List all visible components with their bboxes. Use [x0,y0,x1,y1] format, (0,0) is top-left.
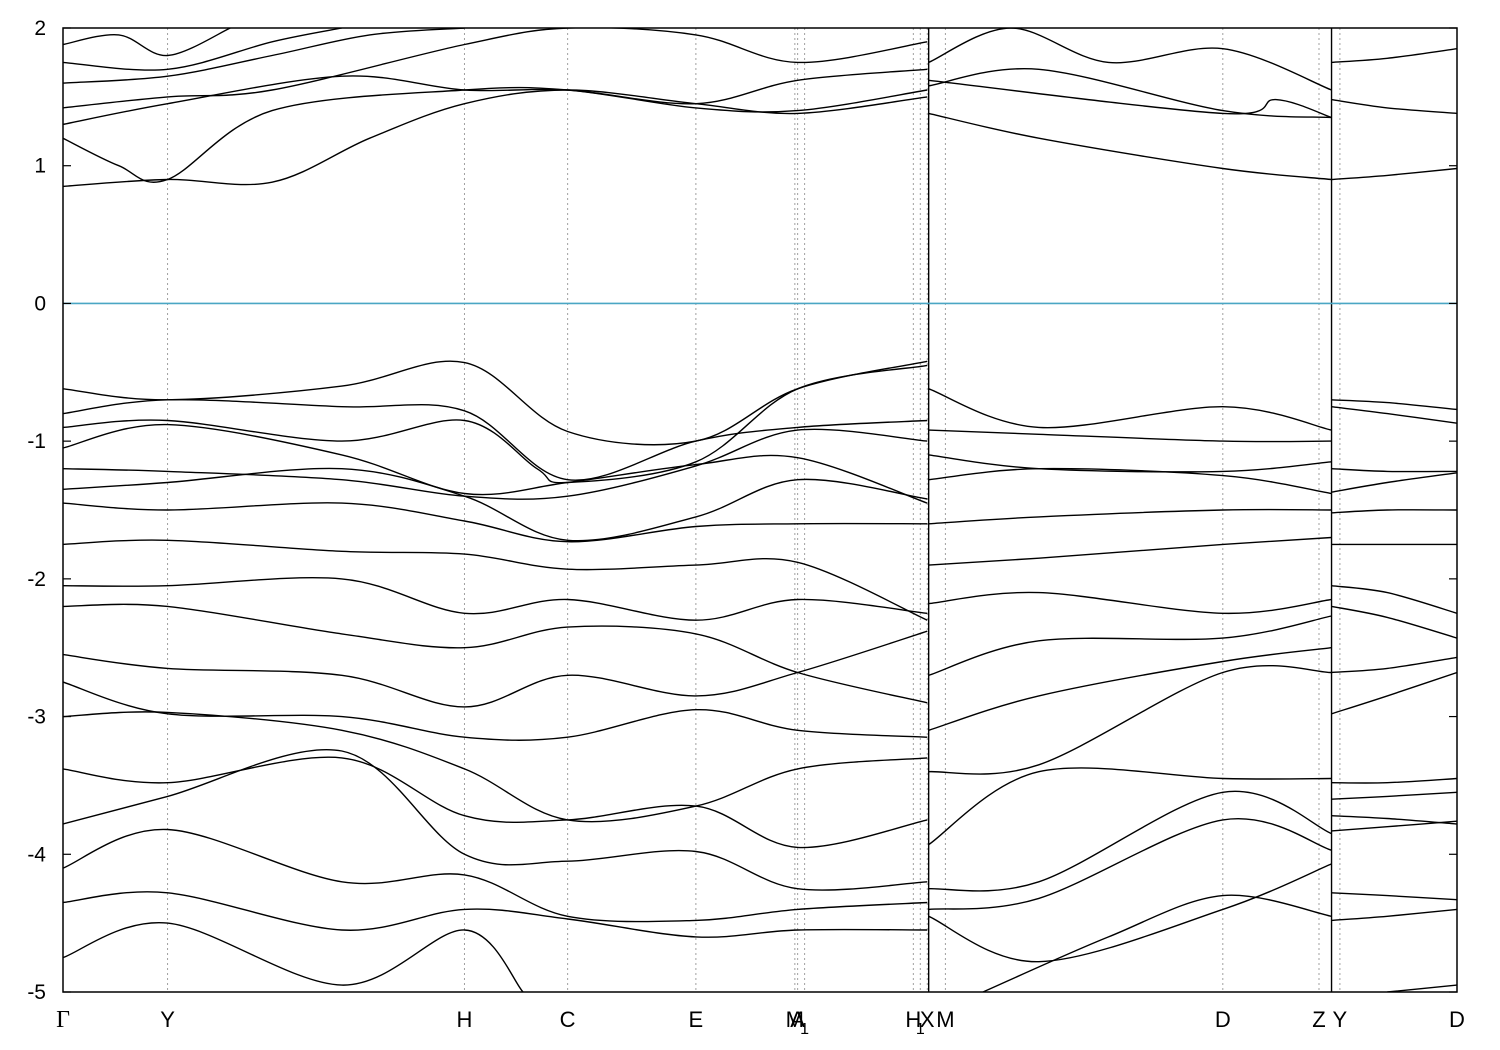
band-line [1331,399,1457,411]
band-line [63,28,342,71]
y-tick-label: 0 [34,292,46,315]
band-line [63,539,928,621]
band-line [1331,167,1457,181]
kpoint-label: Y [1333,1007,1348,1032]
kpoint-label: Γ [56,1007,70,1033]
band-line [63,502,928,543]
y-tick-label: -2 [27,568,46,591]
band-line [63,891,928,938]
y-tick-label: -3 [27,706,46,729]
band-line [63,711,928,823]
y-tick-label: -5 [27,981,46,1004]
band-line [928,454,1332,473]
band-line [63,577,928,621]
band-line [1331,605,1457,639]
band-line [63,28,465,84]
y-tick-label: -1 [27,430,46,453]
band-line [928,508,1332,525]
band-line [928,467,1332,495]
band-line [63,828,928,923]
band-line [63,467,928,542]
band-line [928,664,1332,775]
kpoint-label: Z [1312,1007,1325,1032]
kpoint-label: A [790,1007,805,1032]
band-line [928,767,1332,846]
band-line [1331,585,1457,614]
plot-frame [62,27,1458,993]
band-line [63,68,928,126]
band-line [1331,472,1457,493]
band-line [1331,48,1457,64]
kpoint-label: M [936,1007,954,1032]
kpoint-label: X [920,1007,935,1032]
band-line [63,428,928,500]
band-line [63,630,928,708]
band-line [928,591,1332,615]
y-axis-ticks: 2 1 0 -1 -2 -3 -4 -5 [27,17,1457,1004]
band-line [63,423,928,504]
band-line [928,79,1332,119]
band-line [63,28,231,57]
band-line [928,429,1332,443]
band-line [63,398,928,481]
kpoint-label: D [1449,1007,1465,1032]
band-lines [63,28,1457,992]
band-line [928,67,1332,119]
band-line [928,790,1332,892]
band-line [1331,820,1457,832]
band-line [982,894,1332,992]
band-line [928,28,1332,91]
band-line [928,647,1332,731]
y-tick-label: 1 [34,155,46,178]
kpoint-label: C [560,1007,576,1032]
band-line [1331,509,1457,514]
band-line [928,112,1332,181]
band-line [63,364,928,484]
band-line [1331,777,1457,784]
y-tick-label: -4 [27,843,46,866]
band-line [63,681,928,741]
band-line [1331,908,1457,922]
band-line [928,536,1332,566]
kpoint-label: D [1215,1007,1231,1032]
band-line [1331,892,1457,901]
kpoint-label: M [786,1007,804,1032]
kpoint-labels: Γ Y H C E MA1 HX M1 D Z Y D [56,1007,1465,1038]
band-line [63,922,524,992]
band-line [928,817,1332,911]
band-line [63,603,928,704]
kpoint-label: 1 [916,1021,925,1038]
band-line [63,89,928,188]
band-line [1331,468,1457,473]
band-line [63,749,928,891]
band-line [928,863,1332,963]
band-line [1331,406,1457,424]
kpoint-label: 1 [800,1021,809,1038]
band-line [1331,98,1457,115]
kpoint-label: E [689,1007,704,1032]
kpoint-label: Y [160,1007,175,1032]
kpoint-label: H [905,1007,921,1032]
band-line [928,388,1332,431]
kpoint-label: H [457,1007,473,1032]
band-line [63,28,928,109]
band-line [63,360,928,446]
band-line [63,86,928,183]
band-line [1331,671,1457,715]
band-line [63,756,928,849]
band-line [1331,791,1457,800]
band-line [1331,656,1457,674]
y-tick-label: 2 [34,17,46,40]
band-line [928,615,1332,676]
